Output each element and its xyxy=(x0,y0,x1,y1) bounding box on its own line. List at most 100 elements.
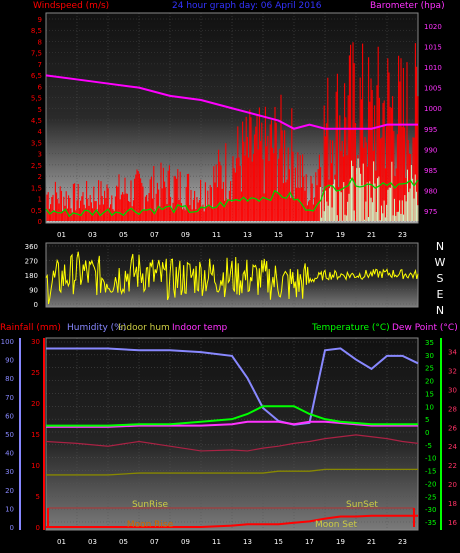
barometer-line xyxy=(45,74,418,130)
sunset-label: SunSet xyxy=(346,500,378,510)
temperature-label: Temperature (°C) xyxy=(311,323,390,333)
rain-tick-label: 30 xyxy=(31,338,40,346)
hour-tick-label: 11 xyxy=(212,538,221,546)
humidity-label: Humidity (%) xyxy=(67,323,126,333)
temp-tick-label: 20 xyxy=(425,378,434,386)
top-left-axis-label: Windspeed (m/s) xyxy=(33,1,109,11)
hour-tick-label: 23 xyxy=(398,538,407,546)
temp-tick-label: 30 xyxy=(425,352,434,360)
rain-tick-label: 0 xyxy=(36,524,40,532)
humidity-tick-label: 80 xyxy=(5,375,14,383)
left-tick-label: 6,5 xyxy=(31,72,42,80)
right-tick-label: 1005 xyxy=(424,85,442,93)
wind-direction-line xyxy=(45,251,419,305)
left-tick-label: 1 xyxy=(38,196,42,204)
direction-tick-label: 270 xyxy=(25,258,38,266)
temp-tick-label: 35 xyxy=(425,339,434,347)
indoor-temp-tick-label: 34 xyxy=(448,348,457,356)
right-tick-label: 1015 xyxy=(424,44,442,52)
left-tick-label: 8,5 xyxy=(31,27,42,35)
indoor-temp-line xyxy=(45,434,419,452)
rain-tick-label: 20 xyxy=(31,400,40,408)
indoor-hum-label: Indoor hum xyxy=(118,323,170,333)
left-tick-label: 2,5 xyxy=(31,162,42,170)
right-tick-label: 990 xyxy=(424,146,437,154)
compass-label-w: W xyxy=(435,256,446,269)
indoor-temp-tick-label: 32 xyxy=(448,367,457,375)
compass-label-e: E xyxy=(437,288,444,301)
left-tick-label: 2 xyxy=(38,173,42,181)
hour-tick-label: 03 xyxy=(88,538,97,546)
rain-tick-label: 15 xyxy=(31,431,40,439)
temp-tick-label: 25 xyxy=(425,365,434,373)
indoor-hum-line xyxy=(46,468,418,476)
temp-tick-label: -5 xyxy=(425,442,432,450)
rain-tick-label: 10 xyxy=(31,462,40,470)
indoor-temp-tick-label: 30 xyxy=(448,386,457,394)
indoor-temp-tick-label: 20 xyxy=(448,481,457,489)
hour-tick-label: 23 xyxy=(398,231,407,239)
top-right-axis-label: Barometer (hpa) xyxy=(370,1,445,11)
humidity-tick-label: 60 xyxy=(5,412,14,420)
compass-label-s: S xyxy=(437,272,444,285)
hour-tick-label: 05 xyxy=(119,231,128,239)
left-tick-label: 1,5 xyxy=(31,184,42,192)
rain-tick-label: 5 xyxy=(36,493,40,501)
left-tick-label: 5,5 xyxy=(31,95,42,103)
right-tick-label: 975 xyxy=(424,208,437,216)
temp-tick-label: 10 xyxy=(425,403,434,411)
left-tick-label: 0 xyxy=(38,218,42,226)
bottom-plot-border xyxy=(45,337,419,531)
temp-tick-label: 0 xyxy=(425,429,429,437)
direction-tick-label: 360 xyxy=(25,243,38,251)
hour-tick-label: 07 xyxy=(150,231,159,239)
rainfall-label: Rainfall (mm) xyxy=(0,323,61,333)
left-tick-label: 9 xyxy=(38,16,42,24)
hour-tick-label: 19 xyxy=(336,231,345,239)
left-tick-label: 3,5 xyxy=(31,139,42,147)
direction-tick-label: 90 xyxy=(29,287,38,295)
left-tick-label: 0,5 xyxy=(31,207,42,215)
left-tick-label: 3 xyxy=(38,151,42,159)
hour-tick-label: 09 xyxy=(181,231,190,239)
humidity-tick-label: 0 xyxy=(10,524,14,532)
hour-tick-label: 13 xyxy=(243,538,252,546)
temp-tick-label: -20 xyxy=(425,480,436,488)
right-tick-label: 1000 xyxy=(424,105,442,113)
direction-tick-label: 0 xyxy=(34,301,38,309)
humidity-tick-label: 20 xyxy=(5,487,14,495)
hour-tick-label: 01 xyxy=(57,231,66,239)
temperature-line xyxy=(46,405,418,427)
indoor-temp-tick-label: 16 xyxy=(448,519,457,527)
sunrise-label: SunRise xyxy=(132,500,169,510)
right-tick-label: 1010 xyxy=(424,64,442,72)
dew-point-line xyxy=(46,420,418,428)
temp-tick-label: -15 xyxy=(425,468,436,476)
compass-label-n: N xyxy=(436,240,444,253)
hour-tick-label: 07 xyxy=(150,538,159,546)
indoor-temp-tick-label: 22 xyxy=(448,462,457,470)
indoor-temp-tick-label: 28 xyxy=(448,405,457,413)
hour-tick-label: 19 xyxy=(336,538,345,546)
humidity-tick-label: 90 xyxy=(5,357,14,365)
right-tick-label: 995 xyxy=(424,126,437,134)
hour-tick-label: 21 xyxy=(367,231,376,239)
hour-tick-label: 11 xyxy=(212,231,221,239)
left-tick-label: 7,5 xyxy=(31,50,42,58)
humidity-tick-label: 70 xyxy=(5,394,14,402)
hour-tick-label: 15 xyxy=(274,538,283,546)
direction-tick-label: 180 xyxy=(25,272,38,280)
left-tick-label: 5 xyxy=(38,106,42,114)
temp-tick-label: 5 xyxy=(425,416,429,424)
compass-label-n: N xyxy=(436,304,444,317)
hour-tick-label: 01 xyxy=(57,538,66,546)
hour-tick-label: 03 xyxy=(88,231,97,239)
avg-wind-line xyxy=(45,176,419,218)
moonset-label: Moon Set xyxy=(315,520,358,530)
left-tick-label: 6 xyxy=(38,83,43,91)
temp-tick-label: -10 xyxy=(425,455,436,463)
hour-tick-label: 17 xyxy=(305,231,314,239)
right-tick-label: 1020 xyxy=(424,23,442,31)
